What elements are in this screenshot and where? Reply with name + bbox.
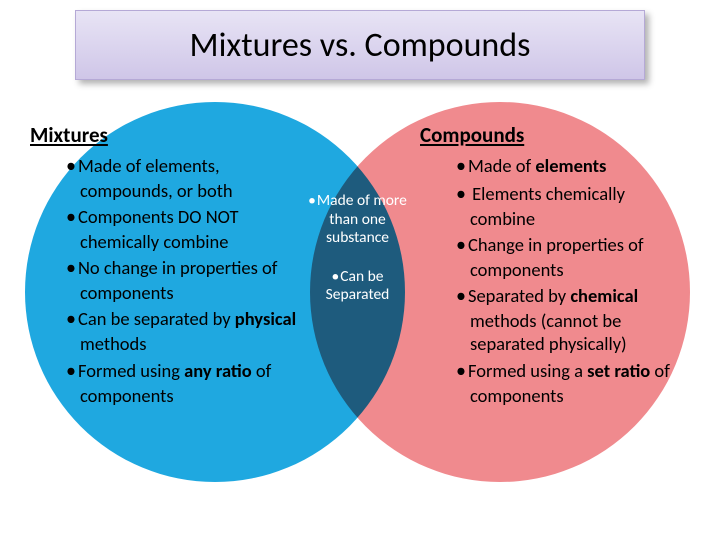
overlap-item: Made of more than one substance xyxy=(300,192,415,248)
list-item: Can be separated by physical methods xyxy=(30,307,300,355)
list-item: Components DO NOT chemically combine xyxy=(30,205,300,253)
overlap-item: Can be Separated xyxy=(300,268,415,305)
page-title: Mixtures vs. Compounds xyxy=(190,25,531,66)
venn-diagram: Mixtures Made of elements, compounds, or… xyxy=(0,92,720,532)
venn-overlap-content: Made of more than one substance Can be Se… xyxy=(300,192,415,325)
venn-left-content: Mixtures Made of elements, compounds, or… xyxy=(30,122,300,410)
list-item: Elements chemically combine xyxy=(420,182,690,230)
venn-right-content: Compounds Made of elements Elements chem… xyxy=(420,122,690,410)
list-item: No change in properties of components xyxy=(30,256,300,304)
list-item: Change in properties of components xyxy=(420,233,690,281)
list-item: Separated by chemical methods (cannot be… xyxy=(420,284,690,355)
list-item: Formed using a set ratio of components xyxy=(420,359,690,407)
venn-left-list: Made of elements, compounds, or bothComp… xyxy=(30,154,300,407)
venn-right-title: Compounds xyxy=(420,122,690,148)
venn-right-list: Made of elements Elements chemically com… xyxy=(420,154,690,407)
title-banner: Mixtures vs. Compounds xyxy=(75,10,645,80)
list-item: Made of elements xyxy=(420,154,690,179)
venn-overlap-list: Made of more than one substance Can be Se… xyxy=(300,192,415,305)
list-item: Formed using any ratio of components xyxy=(30,359,300,407)
list-item: Made of elements, compounds, or both xyxy=(30,154,300,202)
venn-left-title: Mixtures xyxy=(30,122,300,148)
